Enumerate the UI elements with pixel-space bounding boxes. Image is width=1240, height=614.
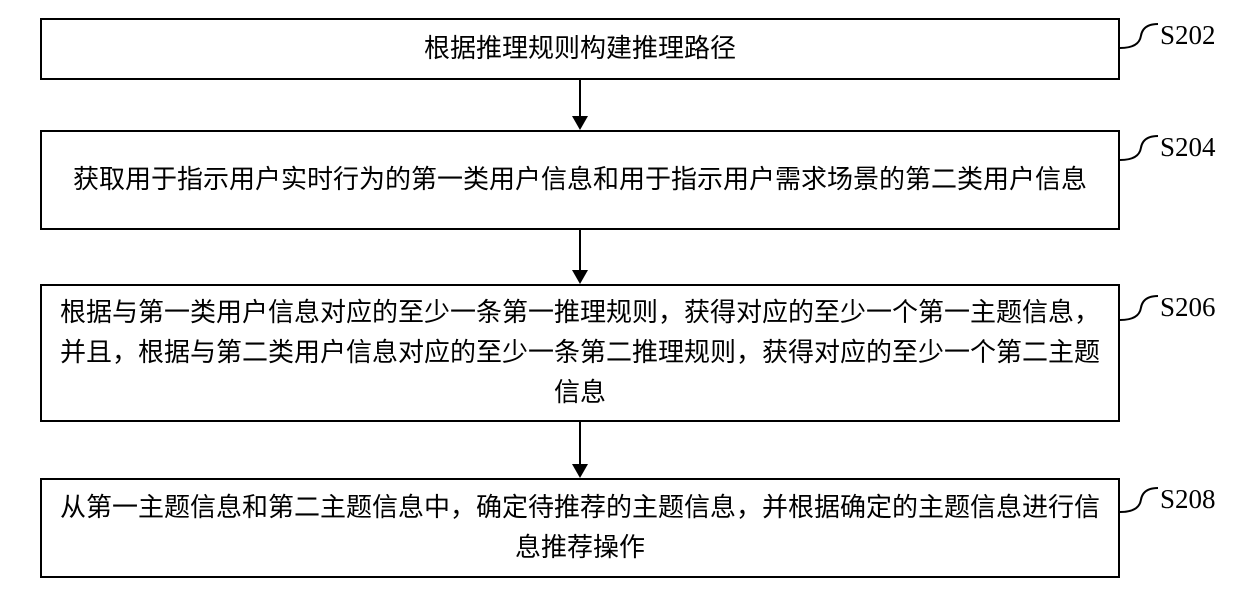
arrow-head-icon <box>572 270 588 284</box>
arrow-s202-to-s204 <box>579 80 581 116</box>
arrow-head-icon <box>572 116 588 130</box>
flow-step-text: 根据推理规则构建推理路径 <box>414 25 746 73</box>
flowchart-canvas: 根据推理规则构建推理路径 S202 获取用于指示用户实时行为的第一类用户信息和用于指… <box>0 0 1240 614</box>
step-label-s204: S204 <box>1160 132 1216 163</box>
step-label-s208: S208 <box>1160 484 1216 515</box>
label-connector <box>1120 294 1158 322</box>
flow-step-text: 根据与第一类用户信息对应的至少一条第一推理规则，获得对应的至少一个第一主题信息，… <box>42 289 1118 418</box>
flow-step-text: 获取用于指示用户实时行为的第一类用户信息和用于指示用户需求场景的第二类用户信息 <box>63 156 1097 204</box>
flow-step-s206: 根据与第一类用户信息对应的至少一条第一推理规则，获得对应的至少一个第一主题信息，… <box>40 284 1120 422</box>
label-connector <box>1120 134 1158 162</box>
label-connector <box>1120 486 1158 514</box>
arrow-s204-to-s206 <box>579 230 581 270</box>
step-label-s202: S202 <box>1160 20 1216 51</box>
flow-step-s208: 从第一主题信息和第二主题信息中，确定待推荐的主题信息，并根据确定的主题信息进行信… <box>40 478 1120 578</box>
flow-step-s204: 获取用于指示用户实时行为的第一类用户信息和用于指示用户需求场景的第二类用户信息 <box>40 130 1120 230</box>
label-connector <box>1120 22 1158 50</box>
arrow-s206-to-s208 <box>579 422 581 464</box>
flow-step-text: 从第一主题信息和第二主题信息中，确定待推荐的主题信息，并根据确定的主题信息进行信… <box>42 484 1118 573</box>
flow-step-s202: 根据推理规则构建推理路径 <box>40 18 1120 80</box>
step-label-s206: S206 <box>1160 292 1216 323</box>
arrow-head-icon <box>572 464 588 478</box>
